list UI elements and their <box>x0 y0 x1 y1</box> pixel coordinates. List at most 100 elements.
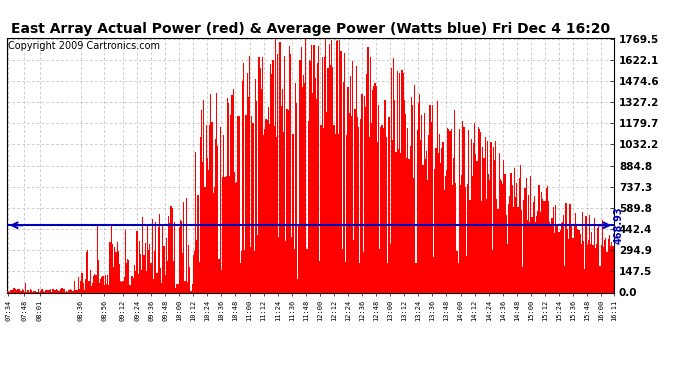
Bar <box>560 230 561 292</box>
Bar <box>254 251 255 292</box>
Bar <box>289 46 290 292</box>
Bar <box>253 123 254 292</box>
Bar <box>500 180 501 292</box>
Bar <box>611 242 612 292</box>
Bar <box>146 271 147 292</box>
Bar <box>373 86 375 292</box>
Bar <box>104 285 105 292</box>
Bar <box>538 185 540 292</box>
Bar <box>219 128 221 292</box>
Bar <box>52 289 53 292</box>
Bar <box>132 276 133 292</box>
Bar <box>337 40 338 292</box>
Bar <box>168 216 169 292</box>
Bar <box>558 232 560 292</box>
Bar <box>161 283 162 292</box>
Bar <box>449 131 451 292</box>
Bar <box>45 290 46 292</box>
Bar <box>522 267 523 292</box>
Bar <box>317 63 318 292</box>
Bar <box>215 139 216 292</box>
Bar <box>391 68 392 292</box>
Bar <box>137 274 139 292</box>
Bar <box>386 137 387 292</box>
Bar <box>480 132 481 292</box>
Bar <box>286 109 288 292</box>
Bar <box>57 290 58 292</box>
Bar <box>482 147 484 292</box>
Bar <box>46 290 48 292</box>
Bar <box>330 66 331 292</box>
Bar <box>48 290 50 292</box>
Bar <box>429 105 431 292</box>
Bar <box>211 122 213 292</box>
Bar <box>419 94 420 292</box>
Bar <box>602 220 603 292</box>
Bar <box>316 99 317 292</box>
Bar <box>263 135 264 292</box>
Bar <box>153 279 154 292</box>
Bar <box>19 290 21 292</box>
Bar <box>30 290 31 292</box>
Bar <box>433 257 434 292</box>
Bar <box>435 148 437 292</box>
Bar <box>85 279 86 292</box>
Bar <box>174 222 175 292</box>
Bar <box>282 89 283 292</box>
Text: Copyright 2009 Cartronics.com: Copyright 2009 Cartronics.com <box>8 41 160 51</box>
Bar <box>550 224 551 292</box>
Bar <box>467 184 468 292</box>
Bar <box>400 153 402 292</box>
Bar <box>106 284 107 292</box>
Bar <box>507 244 508 292</box>
Bar <box>346 135 348 292</box>
Bar <box>119 264 120 292</box>
Bar <box>229 176 230 292</box>
Bar <box>442 142 444 292</box>
Bar <box>315 78 316 292</box>
Bar <box>600 244 602 292</box>
Bar <box>142 217 144 292</box>
Bar <box>595 248 596 292</box>
Bar <box>77 290 78 292</box>
Bar <box>70 289 71 292</box>
Bar <box>208 170 209 292</box>
Bar <box>291 237 293 292</box>
Bar <box>353 240 355 292</box>
Bar <box>426 151 427 292</box>
Bar <box>371 123 372 292</box>
Bar <box>596 244 597 292</box>
Bar <box>460 185 461 292</box>
Bar <box>242 81 243 292</box>
Bar <box>271 74 273 292</box>
Bar <box>244 250 246 292</box>
Bar <box>520 165 521 292</box>
Bar <box>281 106 282 292</box>
Bar <box>544 201 546 292</box>
Bar <box>484 137 486 292</box>
Bar <box>118 251 119 292</box>
Bar <box>72 291 73 292</box>
Bar <box>535 222 536 292</box>
Bar <box>288 110 289 292</box>
Bar <box>392 140 393 292</box>
Bar <box>126 263 127 292</box>
Bar <box>428 135 429 292</box>
Bar <box>140 254 141 292</box>
Bar <box>175 288 176 292</box>
Bar <box>612 246 613 292</box>
Bar <box>585 216 586 292</box>
Bar <box>177 284 179 292</box>
Bar <box>413 178 414 292</box>
Bar <box>88 280 90 292</box>
Bar <box>440 163 441 292</box>
Bar <box>180 220 181 292</box>
Bar <box>107 275 108 292</box>
Bar <box>568 239 569 292</box>
Bar <box>248 97 249 292</box>
Bar <box>135 271 137 292</box>
Bar <box>199 136 201 292</box>
Bar <box>607 252 608 292</box>
Bar <box>235 183 236 292</box>
Bar <box>226 176 227 292</box>
